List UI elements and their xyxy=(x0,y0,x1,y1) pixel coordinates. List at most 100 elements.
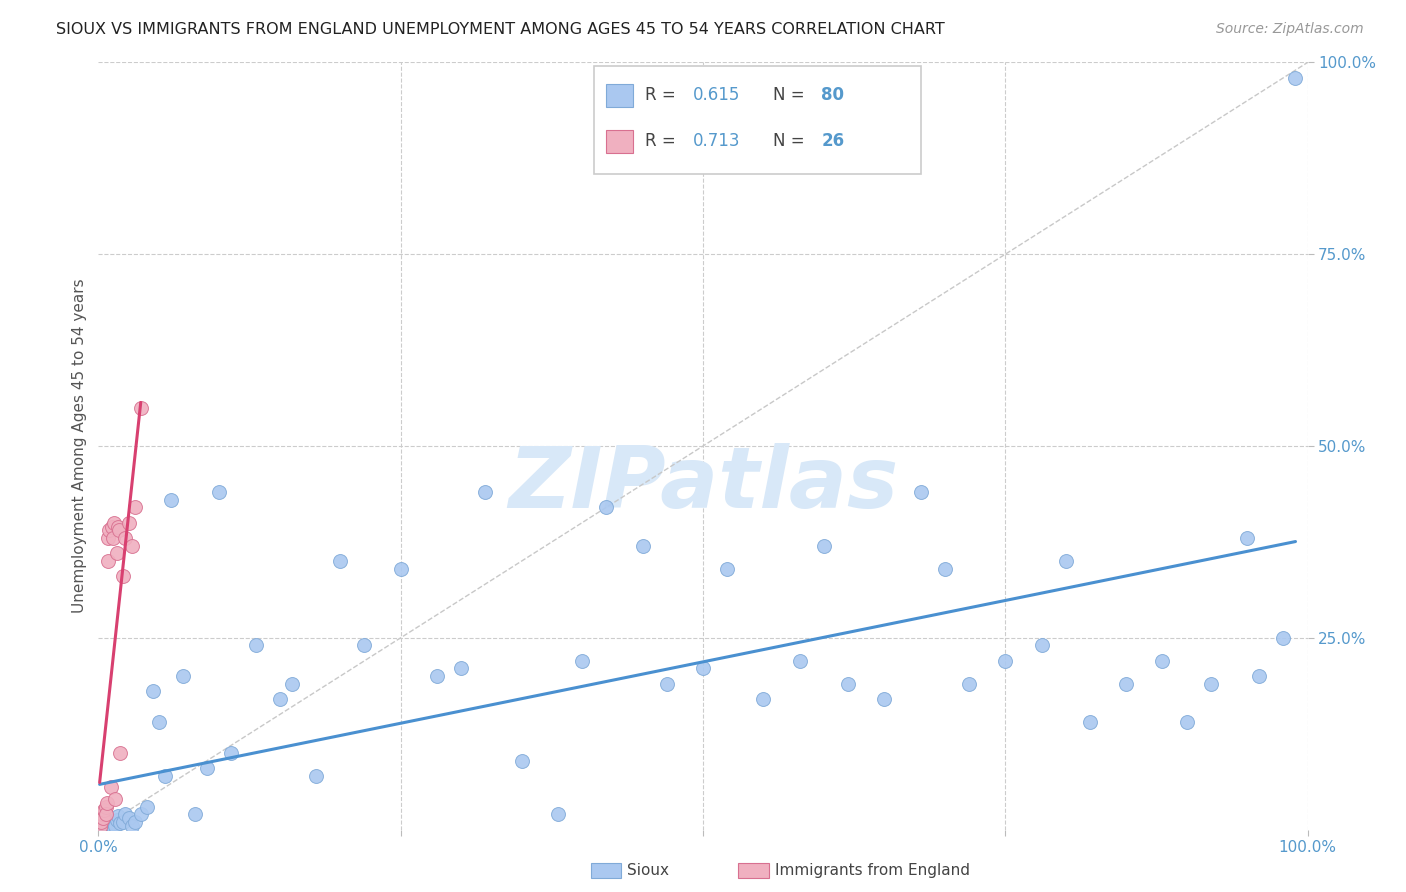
Point xyxy=(1054,554,1077,568)
Point xyxy=(789,654,811,668)
Text: ZIPatlas: ZIPatlas xyxy=(508,442,898,526)
Point xyxy=(1249,669,1271,683)
Point xyxy=(172,669,194,683)
Point xyxy=(245,639,267,653)
Point xyxy=(98,816,121,830)
Point xyxy=(94,817,117,831)
Point xyxy=(631,539,654,553)
Point xyxy=(114,531,136,545)
Point xyxy=(153,769,176,783)
Point xyxy=(94,807,117,822)
Point xyxy=(100,814,122,829)
Bar xyxy=(606,84,633,107)
Point xyxy=(910,485,932,500)
Point xyxy=(510,754,533,768)
Point xyxy=(195,761,218,775)
Point xyxy=(89,820,111,834)
Point xyxy=(100,519,122,533)
Point xyxy=(96,796,118,810)
Text: 0.713: 0.713 xyxy=(693,132,741,151)
Point xyxy=(96,814,118,829)
Point xyxy=(93,820,115,834)
Point xyxy=(107,519,129,533)
Point xyxy=(93,804,115,818)
Text: Source: ZipAtlas.com: Source: ZipAtlas.com xyxy=(1216,22,1364,37)
Point xyxy=(329,554,352,568)
Point xyxy=(1175,715,1198,730)
Point xyxy=(305,769,328,783)
Point xyxy=(98,821,121,835)
Point xyxy=(353,639,375,653)
Point xyxy=(873,692,896,706)
Point xyxy=(124,500,146,515)
Point xyxy=(813,539,835,553)
Point xyxy=(1031,639,1053,653)
Point xyxy=(100,818,122,832)
Point xyxy=(752,692,775,706)
Text: N =: N = xyxy=(773,87,810,104)
Point xyxy=(1272,631,1295,645)
Point xyxy=(108,746,131,760)
Text: N =: N = xyxy=(773,132,810,151)
Point xyxy=(90,814,112,829)
Text: SIOUX VS IMMIGRANTS FROM ENGLAND UNEMPLOYMENT AMONG AGES 45 TO 54 YEARS CORRELAT: SIOUX VS IMMIGRANTS FROM ENGLAND UNEMPLO… xyxy=(56,22,945,37)
Point xyxy=(103,816,125,830)
Point xyxy=(100,780,122,795)
Point xyxy=(97,814,120,828)
Point xyxy=(142,684,165,698)
FancyBboxPatch shape xyxy=(595,66,921,174)
Point xyxy=(121,819,143,833)
Point xyxy=(994,654,1017,668)
Point xyxy=(135,799,157,814)
Point xyxy=(101,531,124,545)
Point xyxy=(129,401,152,415)
Point xyxy=(111,814,134,829)
Point xyxy=(104,792,127,806)
Text: R =: R = xyxy=(645,132,681,151)
Text: 26: 26 xyxy=(821,132,845,151)
Point xyxy=(108,524,131,538)
Text: Sioux: Sioux xyxy=(627,863,669,878)
Point xyxy=(91,811,114,825)
Point xyxy=(105,546,128,560)
Point xyxy=(91,811,114,825)
Point xyxy=(1199,677,1222,691)
Point xyxy=(90,816,112,830)
Text: Immigrants from England: Immigrants from England xyxy=(775,863,970,878)
Text: R =: R = xyxy=(645,87,681,104)
Point xyxy=(114,807,136,822)
Point xyxy=(98,524,121,538)
Point xyxy=(105,814,128,828)
Point xyxy=(108,816,131,830)
Point xyxy=(103,516,125,530)
Point xyxy=(89,819,111,833)
Point xyxy=(160,492,183,507)
Point xyxy=(97,554,120,568)
Text: 0.615: 0.615 xyxy=(693,87,741,104)
Point xyxy=(118,516,141,530)
Point xyxy=(934,562,956,576)
Point xyxy=(837,677,859,691)
Point xyxy=(1115,677,1137,691)
Point xyxy=(97,531,120,545)
Point xyxy=(97,819,120,833)
Point xyxy=(118,811,141,825)
Point xyxy=(91,818,114,832)
Point xyxy=(184,807,207,822)
Point xyxy=(571,654,593,668)
Point xyxy=(692,661,714,675)
Point xyxy=(269,692,291,706)
Point xyxy=(91,814,114,828)
Point xyxy=(1078,715,1101,730)
Point xyxy=(221,746,243,760)
Point xyxy=(655,677,678,691)
Point xyxy=(716,562,738,576)
Y-axis label: Unemployment Among Ages 45 to 54 years: Unemployment Among Ages 45 to 54 years xyxy=(72,278,87,614)
Point xyxy=(281,677,304,691)
Point xyxy=(94,821,117,835)
Bar xyxy=(606,130,633,153)
Point xyxy=(121,539,143,553)
Point xyxy=(148,715,170,730)
Text: 80: 80 xyxy=(821,87,845,104)
Point xyxy=(94,799,117,814)
